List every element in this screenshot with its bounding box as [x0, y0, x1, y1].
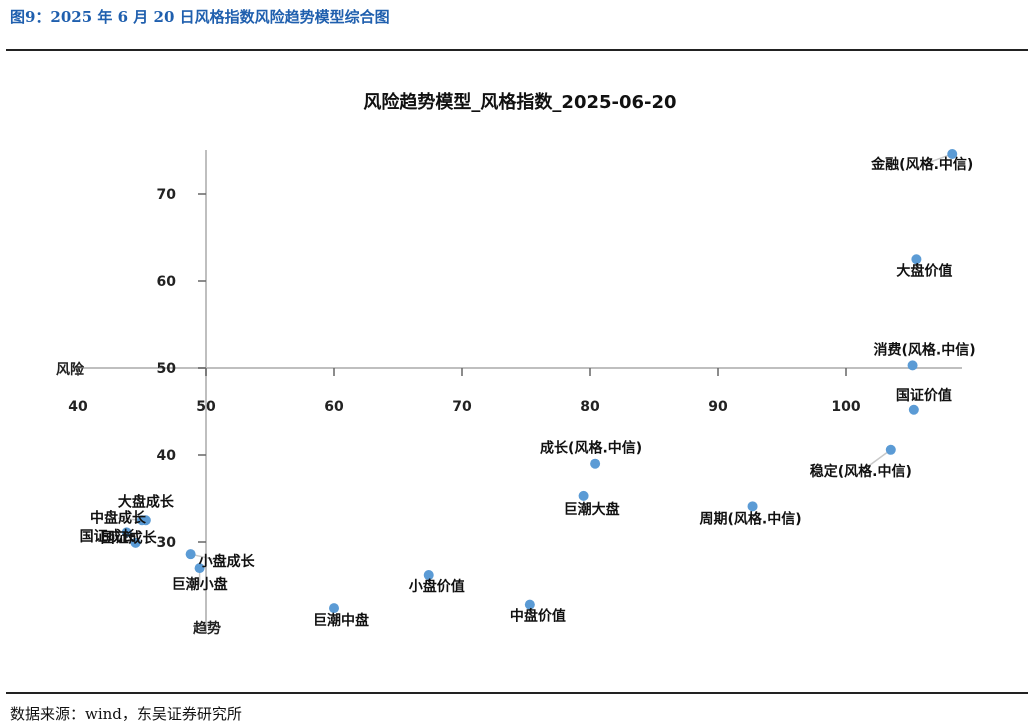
y-tick-label: 30: [157, 535, 177, 551]
label-leader-line: [190, 553, 227, 563]
point-label: 中盘价值: [510, 608, 566, 625]
point-label: 大盘价值: [896, 262, 952, 279]
y-tick-label: 50: [157, 361, 177, 377]
point-label: 巨潮中盘: [313, 612, 369, 629]
point-label: 国证成长: [101, 529, 158, 546]
data-point: [194, 563, 205, 574]
source-note: 数据来源：wind，东吴证券研究所: [10, 705, 242, 723]
data-point: [578, 490, 589, 501]
data-point: [185, 549, 196, 560]
data-point: [137, 515, 147, 526]
x-tick-label: 40: [68, 399, 88, 415]
point-label: 小盘成长: [199, 553, 256, 570]
data-point: [524, 599, 535, 610]
point-label: 大盘成长: [118, 493, 175, 510]
point-label: 成长(风格.中信): [540, 440, 642, 457]
x-tick-label: 60: [324, 399, 344, 415]
label-leader-line: [860, 449, 892, 473]
data-point: [907, 360, 918, 371]
data-point: [885, 444, 896, 455]
point-label: 国证成长: [80, 528, 137, 545]
point-label: 国证价值: [896, 387, 952, 404]
y-tick-label: 70: [157, 187, 177, 203]
data-points: [121, 148, 958, 614]
data-point: [329, 603, 339, 614]
top-rule: [6, 49, 1028, 51]
axes: 40 50 60 70 80 90 100 30 40 50 60 70 风险趋势: [56, 150, 962, 637]
point-label: 巨潮小盘: [172, 576, 228, 593]
point-label: 消费(风格.中信): [873, 341, 975, 358]
point-label: 稳定(风格.中信): [810, 463, 912, 480]
x-tick-label: 100: [831, 399, 860, 415]
point-label: 金融(风格.中信): [870, 156, 973, 173]
x-tick-label: 90: [708, 399, 728, 415]
data-point: [121, 527, 132, 538]
data-point: [947, 148, 958, 159]
label-leader-line: [921, 153, 953, 166]
point-label: 巨潮大盘: [564, 501, 620, 518]
figure-title: 图9：2025 年 6 月 20 日风格指数风险趋势模型综合图: [10, 8, 390, 26]
label-leader-lines: [107, 153, 953, 586]
data-point: [908, 404, 919, 415]
x-tick-label: 70: [452, 399, 472, 415]
y-tick-label: 60: [157, 274, 177, 290]
bottom-rule: [6, 692, 1028, 694]
data-point: [423, 570, 434, 581]
y-tick-label: 40: [157, 448, 177, 464]
data-point: [747, 501, 758, 512]
chart-title: 风险趋势模型_风格指数_2025-06-20: [363, 91, 676, 113]
y-axis-label: 风险: [56, 361, 85, 378]
point-label: 周期(风格.中信): [699, 510, 801, 527]
x-tick-label: 50: [196, 399, 216, 415]
point-label: 中盘成长: [90, 509, 147, 526]
data-point: [911, 254, 922, 265]
data-point: [130, 537, 141, 548]
x-axis-label: 趋势: [193, 620, 221, 637]
x-tick-label: 80: [580, 399, 600, 415]
point-label: 小盘价值: [409, 578, 465, 595]
data-point: [590, 458, 601, 469]
